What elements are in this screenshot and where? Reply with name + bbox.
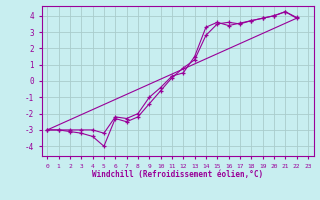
X-axis label: Windchill (Refroidissement éolien,°C): Windchill (Refroidissement éolien,°C) xyxy=(92,170,263,179)
